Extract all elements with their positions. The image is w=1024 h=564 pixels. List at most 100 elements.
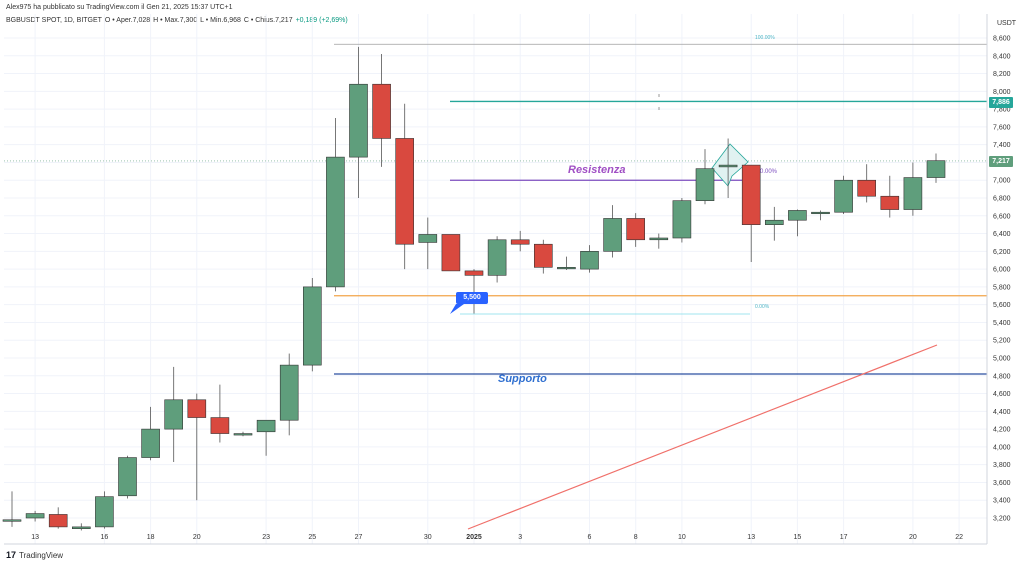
price-tick-label: 6,400: [993, 231, 1011, 238]
symbol-bar: BGBUSDT SPOT, 1D, BITGET O • Aper.7,028 …: [6, 17, 349, 24]
currency-label: USDT: [997, 20, 1017, 27]
candle-body: [834, 179, 853, 213]
time-tick-label: 25: [308, 534, 316, 541]
candle-body: [557, 267, 576, 270]
price-tick-label: 5,200: [993, 338, 1011, 345]
time-tick-label: 3: [518, 534, 522, 541]
candle-body: [903, 177, 923, 210]
price-tick-label: 3,400: [993, 498, 1011, 505]
price-tick-label: 4,600: [993, 391, 1011, 398]
ohlc-close: C • Chius.7,217: [243, 17, 293, 24]
ohlc-open: O • Aper.7,028: [104, 17, 151, 24]
time-tick-label: 15: [794, 534, 802, 541]
candle-body: [395, 138, 415, 245]
trend-line: [467, 344, 938, 530]
candle-body: [25, 513, 45, 519]
price-tick-label: 5,000: [993, 356, 1011, 363]
price-tick-label: 3,200: [993, 516, 1011, 523]
time-tick-label: 13: [31, 534, 39, 541]
candle-body: [233, 433, 253, 436]
price-tick-label: 3,800: [993, 462, 1011, 469]
time-tick-label: 2025: [466, 534, 482, 541]
candle-body: [326, 156, 345, 288]
candles: [2, 46, 946, 531]
candle-body: [118, 457, 137, 497]
price-tick-label: 6,000: [993, 267, 1011, 274]
candle-body: [603, 218, 622, 252]
candle-body: [95, 496, 114, 528]
candle-body: [256, 419, 276, 433]
price-tick-label: 3,600: [993, 480, 1011, 487]
fib-top-label: 100.00%: [755, 35, 775, 41]
price-tick-label: 8,400: [993, 53, 1011, 60]
candle-body: [718, 164, 738, 168]
candle-body: [811, 211, 830, 215]
candle-body: [48, 514, 68, 528]
price-tick-label: 4,000: [993, 444, 1011, 451]
time-tick-label: 13: [747, 534, 755, 541]
candle-body: [695, 168, 715, 201]
candle-body: [2, 519, 22, 522]
candle-body: [164, 399, 183, 430]
low-callout[interactable]: 5,500: [456, 292, 488, 304]
candle-body: [72, 526, 91, 529]
fib-mid-label: 0.00%: [760, 169, 778, 175]
candle-body: [510, 239, 530, 245]
publish-info: Alex975 ha pubblicato su TradingView.com…: [6, 4, 233, 11]
price-axis[interactable]: 8,6008,4008,2008,0007,8007,6007,4007,200…: [986, 14, 1011, 544]
candle-body: [788, 210, 807, 221]
price-tick-label: 8,000: [993, 89, 1011, 96]
candle-body: [926, 160, 946, 178]
candle-body: [626, 218, 646, 241]
price-tick-label: 4,800: [993, 373, 1011, 380]
time-tick-label: 20: [193, 534, 201, 541]
candle-body: [487, 239, 507, 276]
candle-body: [441, 234, 461, 272]
ohlc-change: +0,189 (+2,69%): [295, 17, 348, 24]
candle-body: [857, 179, 877, 197]
price-tick-label: 4,200: [993, 427, 1011, 434]
price-tag-level: 7,886: [989, 97, 1013, 108]
ohlc-low: L • Min.6,968: [200, 17, 241, 24]
fib-bottom-label: 0.00%: [755, 304, 770, 310]
tv-logo-icon: 17: [6, 550, 17, 560]
price-tick-label: 6,200: [993, 249, 1011, 256]
time-tick-label: 10: [678, 534, 686, 541]
candle-body: [141, 428, 160, 458]
price-tick-label: 5,800: [993, 284, 1011, 291]
price-tick-label: 8,600: [993, 36, 1011, 43]
candle-body: [418, 234, 438, 243]
candle-body: [880, 195, 900, 210]
price-tick-label: 6,800: [993, 196, 1011, 203]
price-tick-label: 8,200: [993, 71, 1011, 78]
ohlc-high: H • Max.7,300: [153, 17, 198, 24]
symbol-name[interactable]: BGBUSDT SPOT, 1D, BITGET: [6, 17, 102, 24]
candle-body: [672, 200, 692, 239]
price-tick-label: 6,600: [993, 213, 1011, 220]
price-tick-label: 7,400: [993, 142, 1011, 149]
time-tick-label: 6: [588, 534, 592, 541]
callout-pointer: [450, 304, 464, 314]
candle-body: [372, 83, 391, 139]
time-axis[interactable]: 13 16 18 20 23 25 27 30 2025 3 6 8 10 13 15 17 20 22: [4, 534, 987, 545]
price-tick-label: 7,800: [993, 107, 1011, 114]
candle-body: [649, 237, 669, 241]
candle-body: [210, 417, 230, 434]
price-tag-last: 7,217: [989, 156, 1013, 167]
grid: [4, 14, 987, 544]
candle-body: [580, 251, 599, 270]
time-tick-label: 30: [424, 534, 432, 541]
tv-logo-text: TradingView: [19, 550, 64, 560]
candle-body: [464, 270, 484, 276]
price-tick-label: 7,000: [993, 178, 1011, 185]
time-tick-label: 8: [634, 534, 638, 541]
candle-body: [533, 243, 553, 268]
candle-body: [187, 399, 207, 418]
price-tick-label: 5,400: [993, 320, 1011, 327]
tradingview-logo[interactable]: 17 TradingView: [6, 550, 63, 560]
candle-body: [764, 219, 784, 225]
candle-body: [741, 164, 761, 225]
price-tick-label: 7,600: [993, 124, 1011, 131]
support-label: Supporto: [498, 373, 547, 385]
